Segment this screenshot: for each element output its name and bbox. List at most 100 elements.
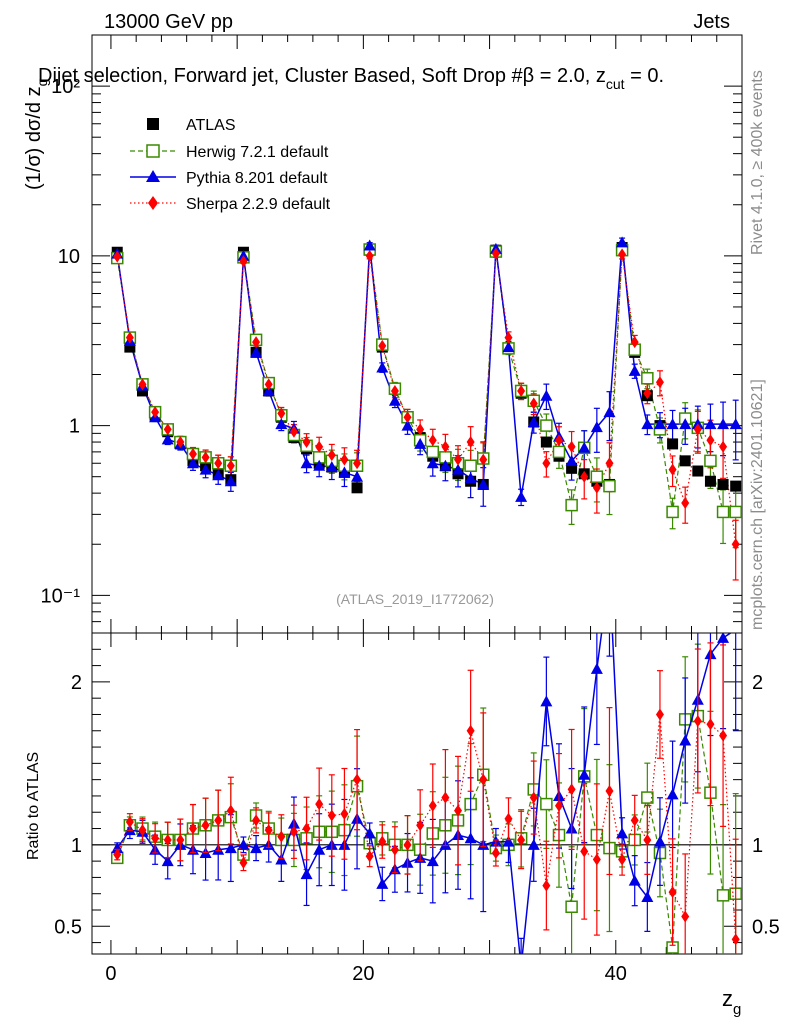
- ratio-point-sherpa: [466, 724, 475, 737]
- y-axis-title-ratio: Ratio to ATLAS: [25, 752, 42, 860]
- ratio-point-sherpa: [163, 833, 172, 846]
- legend: ATLAS Herwig 7.2.1 default Pythia 8.201 …: [130, 117, 331, 213]
- ratio-point-sherpa: [491, 846, 500, 859]
- ratio-point-sherpa: [138, 824, 147, 837]
- ratio-point-pythia: [616, 827, 629, 839]
- ratio-point-sherpa: [390, 843, 399, 856]
- plot-subtitle: Dijet selection, Forward jet, Cluster Ba…: [38, 65, 664, 92]
- data-point-sherpa: [630, 336, 639, 349]
- data-point-sherpa: [201, 451, 210, 464]
- data-point-sherpa: [605, 457, 614, 470]
- data-point-pythia: [325, 461, 338, 473]
- ratio-point-pythia: [527, 838, 540, 850]
- data-point-sherpa: [390, 384, 399, 397]
- y-tick-label-ratio-right: 1: [752, 835, 763, 857]
- ratio-point-sherpa: [441, 791, 450, 804]
- energy-label: 13000 GeV pp: [104, 11, 233, 33]
- data-point-sherpa: [163, 423, 172, 436]
- data-point-pythia: [641, 418, 654, 430]
- ratio-point-pythia: [628, 874, 641, 886]
- data-point-sherpa: [592, 481, 601, 494]
- data-point-pythia: [338, 466, 351, 478]
- data-point-pythia: [679, 418, 692, 430]
- data-point-pythia: [275, 418, 288, 430]
- data-point-sherpa: [491, 247, 500, 260]
- ratio-point-herwig: [641, 791, 654, 804]
- data-point-pythia: [590, 421, 603, 433]
- ratio-point-sherpa: [125, 816, 134, 829]
- ratio-point-sherpa: [529, 791, 538, 804]
- ratio-point-pythia: [717, 633, 730, 643]
- ratio-point-pythia: [653, 835, 666, 847]
- legend-label-pythia: Pythia 8.201 default: [186, 170, 328, 187]
- data-point-sherpa: [454, 453, 463, 466]
- ratio-plot-frame: [91, 632, 743, 955]
- data-point-sherpa: [428, 434, 437, 447]
- ratio-point-sherpa: [340, 807, 349, 820]
- ratio-point-pythia: [502, 835, 515, 847]
- ratio-point-pythia: [224, 842, 237, 854]
- ratio-point-pythia: [376, 877, 389, 889]
- ratio-point-sherpa: [252, 814, 261, 827]
- data-point-pythia: [224, 475, 237, 487]
- data-point-pythia: [452, 463, 465, 475]
- data-point-sherpa: [416, 423, 425, 436]
- data-point-herwig: [464, 459, 477, 473]
- ratio-point-sherpa: [580, 845, 589, 858]
- data-point-sherpa: [353, 457, 362, 470]
- ratio-point-sherpa: [353, 773, 362, 786]
- ratio-point-sherpa: [655, 708, 664, 721]
- data-point-sherpa: [580, 470, 589, 483]
- ratio-point-sherpa: [693, 714, 702, 727]
- ratio-point-sherpa: [504, 812, 513, 825]
- ratio-point-sherpa: [315, 798, 324, 811]
- data-point-pythia: [502, 341, 515, 353]
- data-point-pythia: [212, 469, 225, 481]
- data-point-sherpa: [706, 434, 715, 447]
- data-point-pythia: [515, 490, 528, 502]
- ratio-point-sherpa: [188, 822, 197, 835]
- data-point-pythia: [250, 346, 263, 358]
- data-point-sherpa: [176, 436, 185, 449]
- y-tick-label-ratio: 2: [71, 672, 82, 694]
- data-point-herwig: [552, 445, 566, 459]
- ratio-point-sherpa: [403, 838, 412, 851]
- ratio-line-pythia: [116, 633, 733, 954]
- ratio-point-sherpa: [327, 809, 336, 822]
- ratio-point-sherpa: [592, 853, 601, 866]
- data-point-atlas: [351, 482, 363, 494]
- ratio-point-sherpa: [226, 804, 235, 817]
- data-point-sherpa: [504, 331, 513, 344]
- data-point-pythia: [603, 406, 616, 418]
- y-tick-label-main: 10: [58, 246, 80, 268]
- legend-marker-herwig: [146, 144, 160, 158]
- legend-marker-pythia: [146, 170, 160, 182]
- data-point-atlas: [704, 475, 716, 487]
- data-point-herwig: [729, 505, 742, 519]
- x-tick-label: 0: [105, 963, 116, 985]
- series-line-herwig: [116, 249, 736, 513]
- ratio-point-pythia: [111, 842, 124, 854]
- data-point-sherpa: [327, 449, 336, 462]
- ratio-point-pythia: [313, 843, 326, 855]
- data-point-sherpa: [554, 434, 563, 447]
- ratio-point-sherpa: [719, 729, 728, 742]
- x-axis-title: zg: [722, 986, 741, 1018]
- ratio-point-herwig: [565, 900, 578, 913]
- data-point-pythia: [351, 470, 364, 482]
- ratio-point-sherpa: [542, 879, 551, 892]
- data-point-atlas: [679, 455, 691, 467]
- x-tick-label: 40: [605, 963, 627, 985]
- data-point-herwig: [426, 445, 440, 459]
- ratio-series-group: [110, 633, 742, 954]
- data-point-pythia: [653, 418, 666, 430]
- ratio-point-sherpa: [277, 830, 286, 843]
- data-point-atlas: [692, 465, 704, 477]
- data-point-atlas: [730, 480, 742, 492]
- ratio-point-pythia: [679, 734, 692, 746]
- ratio-point-pythia: [237, 838, 250, 850]
- data-point-pythia: [578, 441, 591, 453]
- data-point-pythia: [464, 472, 477, 484]
- data-point-pythia: [401, 419, 414, 431]
